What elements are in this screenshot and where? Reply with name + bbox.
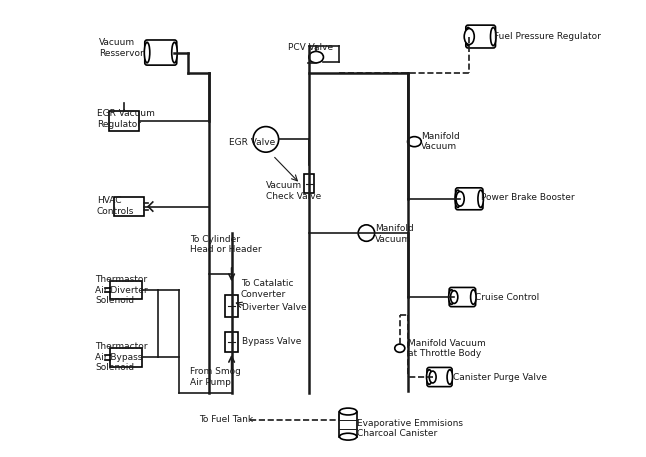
Ellipse shape bbox=[464, 28, 474, 45]
Ellipse shape bbox=[339, 408, 357, 415]
FancyBboxPatch shape bbox=[145, 40, 177, 65]
Ellipse shape bbox=[144, 43, 150, 63]
Bar bbox=[110, 348, 141, 367]
Ellipse shape bbox=[426, 370, 432, 384]
FancyBboxPatch shape bbox=[455, 188, 483, 210]
Text: Thermactor
Air Bypass
Solenoid: Thermactor Air Bypass Solenoid bbox=[96, 342, 148, 372]
Text: To Fuel Tank: To Fuel Tank bbox=[199, 415, 253, 424]
Ellipse shape bbox=[395, 344, 405, 352]
Bar bbox=[304, 174, 315, 193]
Ellipse shape bbox=[456, 191, 464, 206]
Ellipse shape bbox=[309, 52, 324, 63]
Ellipse shape bbox=[455, 190, 461, 207]
Ellipse shape bbox=[478, 190, 483, 207]
Text: Thermastor
Air Diverter
Solenoid: Thermastor Air Diverter Solenoid bbox=[96, 275, 148, 305]
Text: EGR Valve: EGR Valve bbox=[229, 138, 276, 147]
Text: Manifold
Vacuum: Manifold Vacuum bbox=[375, 224, 413, 244]
Text: From Smog
Air Pump: From Smog Air Pump bbox=[191, 367, 242, 387]
Bar bbox=[339, 411, 357, 437]
Text: Evaporative Emmisions
Charcoal Canister: Evaporative Emmisions Charcoal Canister bbox=[357, 419, 463, 438]
Bar bbox=[110, 281, 141, 299]
FancyBboxPatch shape bbox=[449, 287, 475, 307]
Ellipse shape bbox=[450, 291, 458, 303]
Text: PCV Valve: PCV Valve bbox=[288, 43, 333, 53]
Text: EGR Vacuum
Regulator: EGR Vacuum Regulator bbox=[97, 109, 154, 128]
Ellipse shape bbox=[449, 290, 454, 304]
Text: Manifold
Vacuum: Manifold Vacuum bbox=[421, 132, 460, 151]
Bar bbox=[109, 111, 139, 132]
Text: HVAC
Controls: HVAC Controls bbox=[97, 197, 134, 216]
Bar bbox=[225, 295, 238, 317]
Text: Vacuum
Resservor: Vacuum Resservor bbox=[99, 38, 144, 58]
Text: To Cylinder
Head or Header: To Cylinder Head or Header bbox=[191, 235, 262, 254]
FancyBboxPatch shape bbox=[466, 25, 495, 48]
Bar bbox=[225, 332, 238, 352]
Text: Power Brake Booster: Power Brake Booster bbox=[481, 193, 574, 202]
Ellipse shape bbox=[429, 371, 436, 383]
Text: To Catalatic
Converter: To Catalatic Converter bbox=[241, 279, 293, 298]
Text: Bypass Valve: Bypass Valve bbox=[242, 337, 302, 346]
Ellipse shape bbox=[172, 43, 177, 63]
Circle shape bbox=[358, 225, 375, 241]
Ellipse shape bbox=[490, 27, 496, 46]
Text: Cruise Control: Cruise Control bbox=[475, 292, 539, 302]
Bar bbox=[114, 197, 143, 216]
Text: Canister Purge Valve: Canister Purge Valve bbox=[453, 372, 547, 382]
Ellipse shape bbox=[465, 27, 471, 46]
Text: Vacuum
Check Valve: Vacuum Check Valve bbox=[266, 181, 321, 201]
Circle shape bbox=[253, 127, 278, 152]
Ellipse shape bbox=[470, 290, 476, 304]
Ellipse shape bbox=[447, 370, 453, 384]
Ellipse shape bbox=[339, 433, 357, 440]
Text: Fuel Pressure Regulator: Fuel Pressure Regulator bbox=[494, 32, 601, 41]
FancyBboxPatch shape bbox=[427, 367, 452, 387]
Text: Manifold Vacuum
at Throttle Body: Manifold Vacuum at Throttle Body bbox=[408, 339, 485, 358]
Ellipse shape bbox=[408, 137, 421, 147]
Text: Diverter Valve: Diverter Valve bbox=[242, 303, 307, 312]
